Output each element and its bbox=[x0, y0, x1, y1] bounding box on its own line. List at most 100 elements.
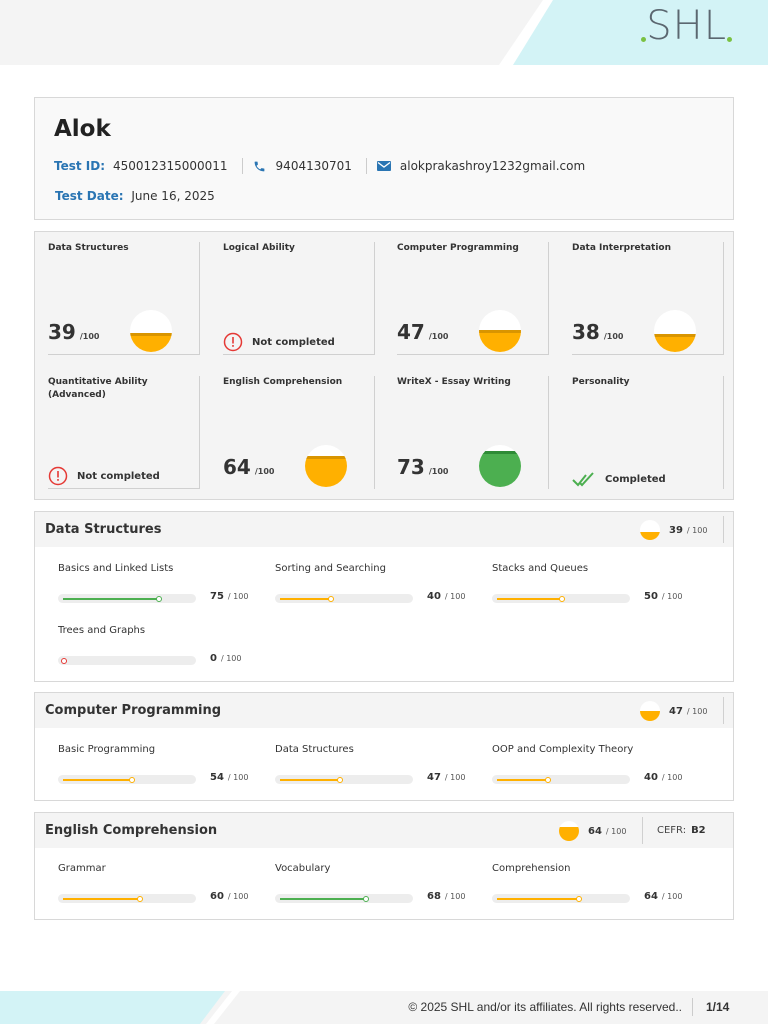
tile-title: WriteX - Essay Writing bbox=[397, 377, 511, 387]
section-header: English Comprehension 64/ 100 CEFR: B2 bbox=[35, 813, 733, 848]
progress-knob bbox=[328, 595, 334, 602]
cefr-level: CEFR: B2 bbox=[657, 825, 706, 836]
score-gauge-icon bbox=[130, 310, 172, 352]
tile-title: English Comprehension bbox=[223, 377, 343, 387]
tile-title: Quantitative Ability (Advanced) bbox=[48, 377, 148, 400]
divider bbox=[241, 158, 243, 174]
tile-score: 38/100 bbox=[572, 320, 624, 344]
subscore-trees-graphs: Trees and Graphs 0/ 100 bbox=[58, 625, 242, 665]
logo-dot-left bbox=[641, 37, 647, 42]
tile-title: Data Structures bbox=[48, 243, 129, 253]
score-gauge-icon bbox=[479, 445, 521, 487]
progress-track bbox=[58, 656, 196, 665]
double-check-icon bbox=[572, 469, 596, 489]
progress-knob bbox=[559, 595, 565, 602]
candidate-name: Alok bbox=[54, 116, 111, 142]
summary-tile-data-interpretation[interactable]: Data Interpretation 38/100 bbox=[572, 242, 724, 355]
header-band: SHL bbox=[0, 0, 768, 65]
progress-knob bbox=[337, 776, 343, 783]
phone-number: 9404130701 bbox=[275, 159, 352, 173]
test-date-row: Test Date: June 16, 2025 bbox=[55, 189, 215, 203]
tile-title: Computer Programming bbox=[397, 243, 519, 253]
score-gauge-icon bbox=[479, 310, 521, 352]
progress-knob bbox=[363, 895, 369, 902]
test-date-label: Test Date: bbox=[55, 189, 124, 203]
score-gauge-icon bbox=[654, 310, 696, 352]
progress-track bbox=[492, 775, 630, 784]
subscore-oop-complexity: OOP and Complexity Theory 40/ 100 bbox=[492, 744, 683, 784]
email-address[interactable]: alokprakashroy1232gmail.com bbox=[399, 159, 586, 173]
section-computer-programming: Computer Programming 47/ 100 Basic Progr… bbox=[34, 692, 734, 801]
score-gauge-icon bbox=[640, 520, 660, 540]
tile-title: Logical Ability bbox=[223, 243, 295, 253]
shl-logo: SHL bbox=[641, 4, 732, 48]
score-gauge-icon bbox=[559, 821, 579, 841]
summary-tile-writex-essay[interactable]: WriteX - Essay Writing 73/100 bbox=[397, 376, 549, 489]
section-title: English Comprehension bbox=[45, 823, 218, 838]
divider bbox=[723, 697, 724, 724]
phone-icon bbox=[253, 159, 267, 173]
footer-teal-decoration bbox=[0, 991, 225, 1024]
mail-icon bbox=[376, 159, 391, 173]
candidate-contact-row: Test ID: 450012315000011 9404130701 alok… bbox=[54, 158, 585, 174]
summary-tile-english-comprehension[interactable]: English Comprehension 64/100 bbox=[223, 376, 375, 489]
divider bbox=[692, 998, 693, 1016]
test-id-value: 450012315000011 bbox=[113, 159, 228, 173]
logo-text: SHL bbox=[646, 3, 727, 49]
subscore-basic-programming: Basic Programming 54/ 100 bbox=[58, 744, 249, 784]
section-data-structures: Data Structures 39/ 100 Basics and Linke… bbox=[34, 511, 734, 682]
assessment-summary-grid: Data Structures 39/100 Logical Ability N… bbox=[34, 231, 734, 500]
tile-score: 73/100 bbox=[397, 455, 449, 479]
tile-title: Data Interpretation bbox=[572, 243, 671, 253]
divider bbox=[365, 158, 367, 174]
progress-track bbox=[275, 894, 413, 903]
section-title: Computer Programming bbox=[45, 703, 222, 718]
test-id-label: Test ID: bbox=[54, 159, 106, 173]
tile-status: Not completed bbox=[48, 466, 160, 486]
subscore-vocabulary: Vocabulary 68/ 100 bbox=[275, 863, 466, 903]
logo-dot-right bbox=[727, 37, 732, 42]
progress-track bbox=[492, 894, 630, 903]
alert-circle-icon bbox=[223, 332, 243, 352]
tile-score: 39/100 bbox=[48, 320, 100, 344]
progress-track bbox=[58, 775, 196, 784]
subscore-sorting-searching: Sorting and Searching 40/ 100 bbox=[275, 563, 466, 603]
section-score: 39/ 100 bbox=[640, 518, 707, 542]
copyright-text: © 2025 SHL and/or its affiliates. All ri… bbox=[408, 1000, 682, 1014]
subscore-basics-linked-lists: Basics and Linked Lists 75/ 100 bbox=[58, 563, 249, 603]
tile-score: 47/100 bbox=[397, 320, 449, 344]
progress-track bbox=[58, 894, 196, 903]
test-date-value: June 16, 2025 bbox=[131, 189, 215, 203]
progress-track bbox=[275, 594, 413, 603]
progress-knob bbox=[129, 776, 135, 783]
tile-title: Personality bbox=[572, 377, 630, 387]
subscore-grammar: Grammar 60/ 100 bbox=[58, 863, 249, 903]
score-gauge-icon bbox=[640, 701, 660, 721]
progress-knob bbox=[156, 595, 162, 602]
tile-score: 64/100 bbox=[223, 455, 275, 479]
section-title: Data Structures bbox=[45, 522, 162, 537]
section-header: Computer Programming 47/ 100 bbox=[35, 693, 733, 728]
summary-tile-computer-programming[interactable]: Computer Programming 47/100 bbox=[397, 242, 549, 355]
summary-tile-data-structures[interactable]: Data Structures 39/100 bbox=[48, 242, 200, 355]
progress-track bbox=[275, 775, 413, 784]
candidate-profile-card: Alok Test ID: 450012315000011 9404130701… bbox=[34, 97, 734, 220]
alert-circle-icon bbox=[48, 466, 68, 486]
subscore-data-structures: Data Structures 47/ 100 bbox=[275, 744, 466, 784]
summary-tile-quantitative-ability[interactable]: Quantitative Ability (Advanced) Not comp… bbox=[48, 376, 200, 489]
summary-tile-logical-ability[interactable]: Logical Ability Not completed bbox=[223, 242, 375, 355]
score-gauge-icon bbox=[305, 445, 347, 487]
page-number: 1/14 bbox=[706, 1000, 730, 1014]
section-english-comprehension: English Comprehension 64/ 100 CEFR: B2 Gr… bbox=[34, 812, 734, 920]
divider bbox=[723, 516, 724, 543]
section-score: 47/ 100 bbox=[640, 699, 707, 723]
summary-tile-personality[interactable]: Personality Completed bbox=[572, 376, 724, 489]
divider bbox=[642, 817, 643, 844]
progress-track bbox=[58, 594, 196, 603]
progress-knob bbox=[137, 895, 143, 902]
progress-knob bbox=[576, 895, 582, 902]
section-header: Data Structures 39/ 100 bbox=[35, 512, 733, 547]
progress-knob bbox=[545, 776, 551, 783]
tile-status: Completed bbox=[572, 469, 666, 489]
tile-status: Not completed bbox=[223, 332, 335, 352]
